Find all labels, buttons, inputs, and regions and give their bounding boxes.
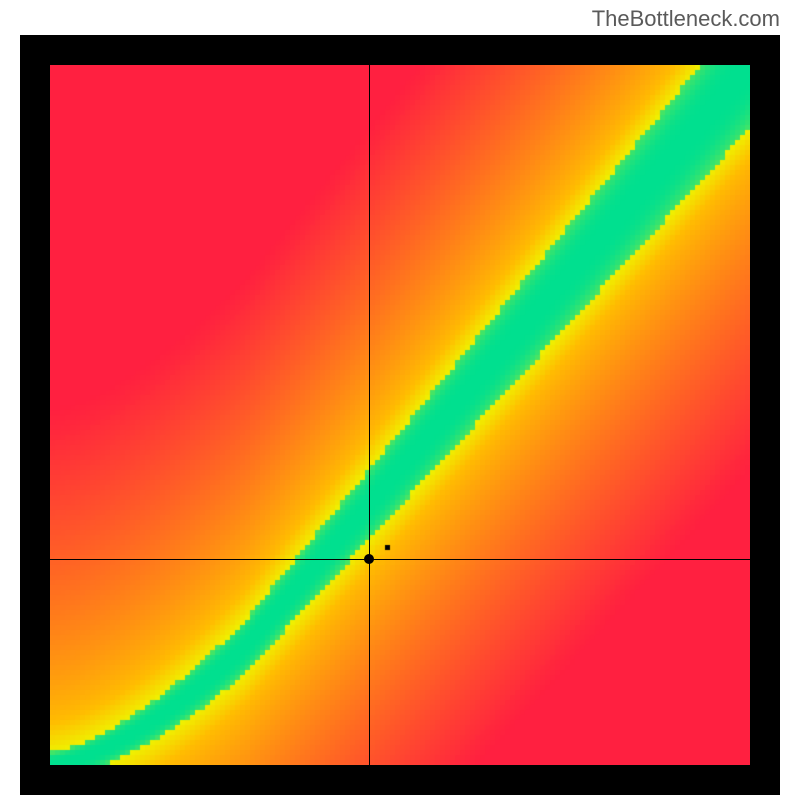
crosshair-horizontal	[50, 559, 750, 560]
chart-outer-border	[20, 35, 780, 795]
heatmap-plot	[50, 65, 750, 765]
crosshair-vertical	[369, 65, 370, 765]
crosshair-marker	[364, 554, 374, 564]
watermark-text: TheBottleneck.com	[592, 6, 780, 32]
root-container: TheBottleneck.com	[0, 0, 800, 800]
heatmap-canvas	[50, 65, 750, 765]
